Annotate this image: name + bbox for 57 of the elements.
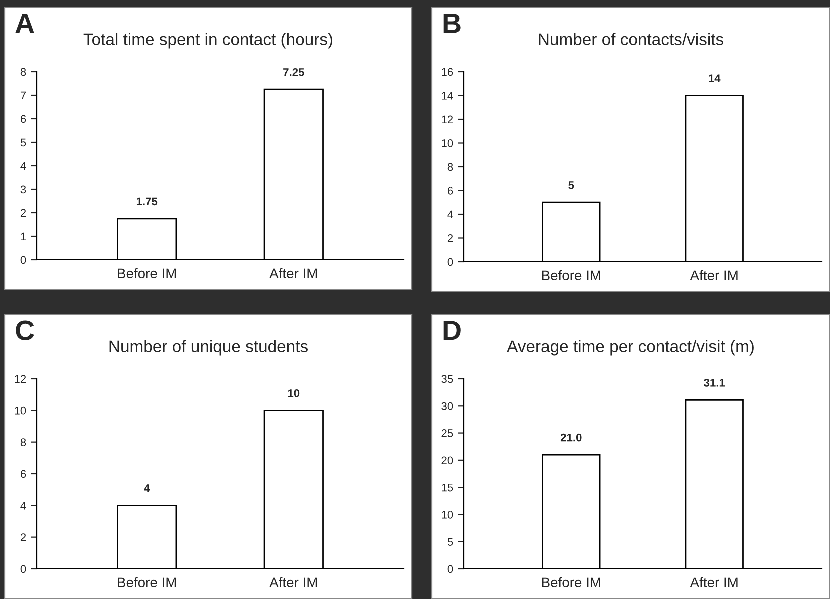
y-tick-label: 16 xyxy=(442,68,454,76)
data-label: 4 xyxy=(144,484,150,492)
y-tick-label: 4 xyxy=(448,210,454,219)
y-tick-label: 25 xyxy=(442,430,454,438)
x-tick-label: After IM xyxy=(270,577,318,588)
x-tick-label: Before IM xyxy=(118,268,176,279)
y-tick-label: 8 xyxy=(448,163,454,172)
chart-title: Number of unique students xyxy=(110,340,308,356)
y-tick-label: 12 xyxy=(442,116,454,124)
y-tick-label: 2 xyxy=(20,534,26,542)
x-tick-label: After IM xyxy=(690,577,738,588)
data-label: 31.1 xyxy=(704,378,726,387)
x-tick-label: Before IM xyxy=(118,577,176,588)
y-tick-label: 0 xyxy=(448,258,454,266)
y-tick-label: 6 xyxy=(20,115,26,124)
y-tick-label: 5 xyxy=(448,538,454,546)
x-tick-label: After IM xyxy=(690,270,738,281)
y-tick-label: 0 xyxy=(448,565,454,574)
y-tick-label: 15 xyxy=(442,484,454,492)
data-label: 1.75 xyxy=(136,198,158,206)
y-tick-label: 10 xyxy=(442,510,454,519)
y-tick-label: 0 xyxy=(20,256,26,264)
text: A xyxy=(16,14,34,34)
y-tick-label: 30 xyxy=(442,402,454,410)
text: D xyxy=(444,321,461,340)
y-tick-label: 1 xyxy=(21,232,26,241)
chart-title: Total time spent in contact (hours) xyxy=(84,33,333,49)
chart-title: Number of contacts/visits xyxy=(539,33,724,46)
y-tick-label: 20 xyxy=(442,456,454,465)
data-label: 10 xyxy=(288,389,300,398)
y-tick-label: 5 xyxy=(20,138,26,147)
y-tick-label: 10 xyxy=(15,406,26,415)
x-tick-label: After IM xyxy=(270,268,318,279)
data-label: 5 xyxy=(568,182,574,190)
x-tick-label: Before IM xyxy=(542,577,600,588)
y-tick-label: 12 xyxy=(15,375,26,384)
text: C xyxy=(16,320,34,340)
x-tick-label: Before IM xyxy=(542,270,600,281)
y-tick-label: 8 xyxy=(20,438,26,446)
y-tick-label: 6 xyxy=(20,470,26,478)
y-tick-label: 0 xyxy=(20,565,26,574)
y-tick-label: 6 xyxy=(448,187,454,195)
data-label: 7.25 xyxy=(284,68,304,76)
y-tick-label: 10 xyxy=(442,140,454,148)
y-tick-label: 2 xyxy=(20,209,26,218)
y-tick-label: 35 xyxy=(442,375,454,384)
y-tick-label: 8 xyxy=(20,68,26,76)
y-tick-label: 2 xyxy=(448,234,454,242)
text: B xyxy=(444,14,461,34)
chart-title: Average time per contact/visit (m) xyxy=(507,340,754,356)
y-tick-label: 4 xyxy=(20,162,26,170)
y-tick-label: 3 xyxy=(20,186,26,194)
data-label: 14 xyxy=(709,74,721,82)
y-tick-label: 7 xyxy=(20,92,26,100)
data-label: 21.0 xyxy=(560,434,582,442)
y-tick-label: 14 xyxy=(442,92,454,100)
y-tick-label: 4 xyxy=(20,502,26,510)
